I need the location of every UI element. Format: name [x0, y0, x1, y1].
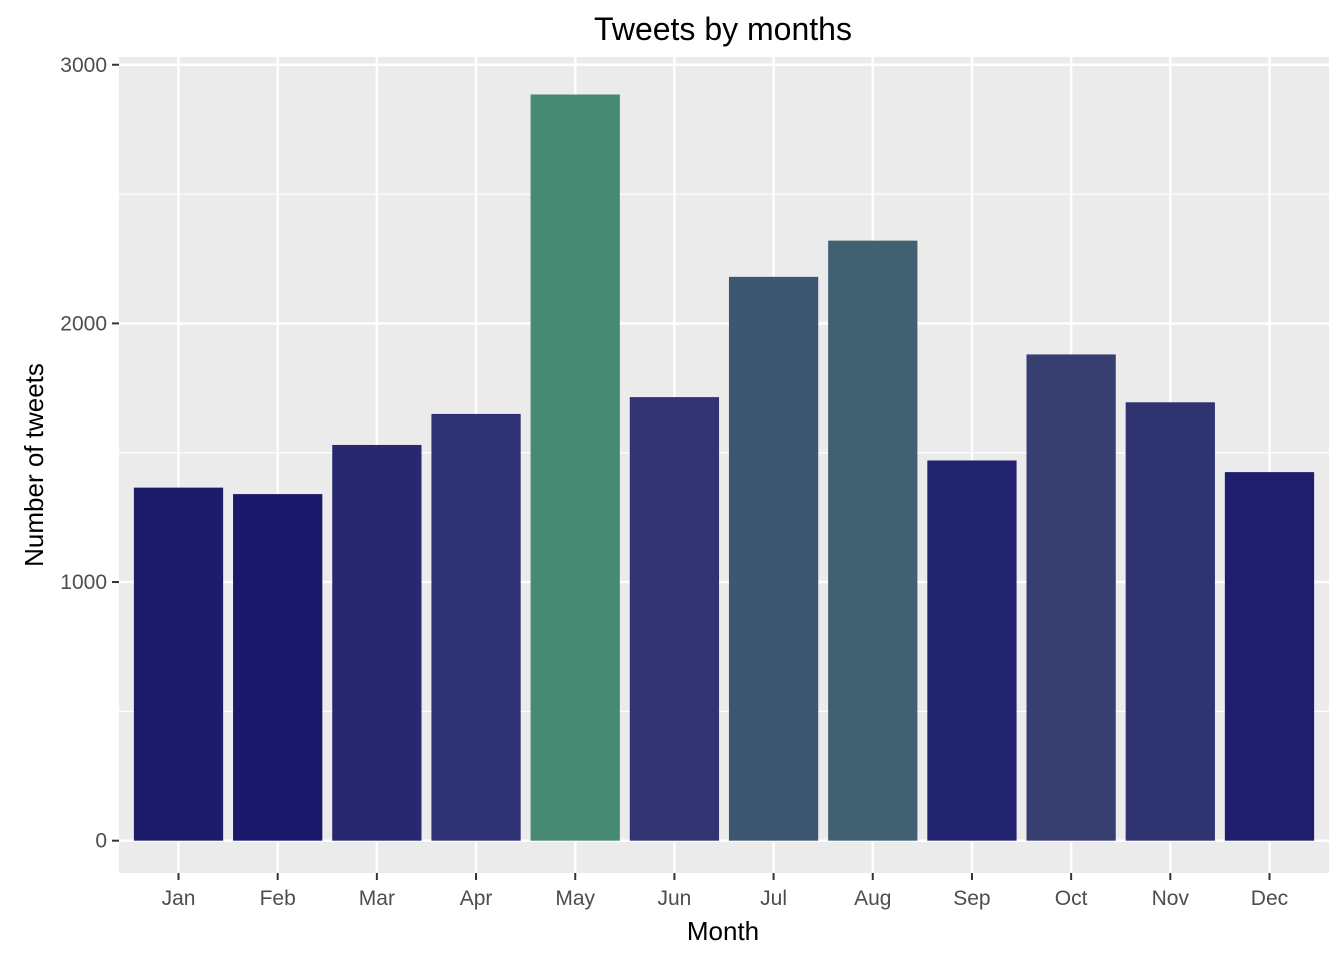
y-tick-label: 0 [95, 830, 107, 853]
x-axis: Jan Feb Mar Apr May Jun Jul Aug Sep Oct Nov Dec [162, 873, 1288, 910]
y-axis-title: Number of tweets [19, 363, 49, 567]
x-axis-title: Month [687, 916, 759, 946]
y-tick-label: 2000 [60, 312, 107, 335]
bar-jul [728, 276, 819, 841]
bar-oct [1026, 354, 1116, 841]
bar-sep [927, 460, 1017, 841]
bar-jun [629, 397, 720, 841]
x-tick-label: Aug [854, 887, 891, 910]
chart-title: Tweets by months [594, 11, 852, 47]
x-tick-label: Oct [1055, 887, 1088, 910]
x-tick-label: Jun [657, 887, 691, 910]
bar-mar [332, 444, 422, 841]
bars [133, 94, 1315, 841]
x-tick-label: Jul [760, 887, 787, 910]
x-tick-label: Mar [359, 887, 395, 910]
bar-aug [828, 240, 918, 841]
x-tick-label: Apr [460, 887, 493, 910]
bar-jan [133, 487, 224, 841]
bar-feb [233, 494, 323, 841]
bar-nov [1125, 402, 1215, 841]
bar-apr [431, 413, 521, 841]
x-tick-label: May [555, 887, 595, 910]
x-tick-label: Feb [260, 887, 296, 910]
bar-dec [1224, 472, 1315, 841]
x-tick-label: Sep [953, 887, 990, 910]
x-tick-label: Jan [162, 887, 196, 910]
y-axis: 0 1000 2000 3000 [60, 54, 119, 853]
x-tick-label: Nov [1152, 887, 1190, 910]
y-tick-label: 1000 [60, 571, 107, 594]
x-tick-label: Dec [1251, 887, 1288, 910]
bar-may [530, 94, 620, 841]
y-tick-label: 3000 [60, 54, 107, 77]
